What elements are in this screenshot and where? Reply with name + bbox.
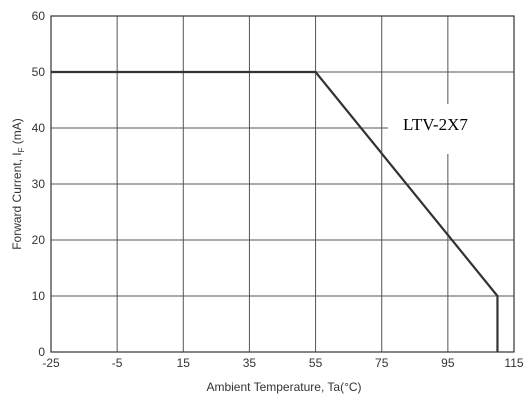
y-tick-label: 50 — [32, 65, 46, 79]
y-axis-label-subscript: F — [17, 147, 26, 152]
y-tick-label: 40 — [32, 121, 46, 135]
x-tick-label: 35 — [243, 356, 257, 370]
y-tick-label: 0 — [38, 345, 45, 359]
x-tick-label: -5 — [112, 356, 123, 370]
y-axis-label-main: Forward Current, I — [10, 152, 24, 249]
y-axis-label: Forward Current, IF (mA) — [10, 118, 26, 250]
x-tick-label: 55 — [309, 356, 323, 370]
x-tick-label: -25 — [42, 356, 60, 370]
x-tick-label: 75 — [375, 356, 389, 370]
annotation-label: LTV-2X7 — [403, 115, 468, 134]
y-tick-labels: 0 10 20 30 40 50 60 — [32, 9, 46, 359]
y-tick-label: 10 — [32, 289, 46, 303]
y-tick-label: 20 — [32, 233, 46, 247]
plot-frame — [50, 15, 515, 353]
series-line — [51, 70, 499, 352]
y-tick-label: 60 — [32, 9, 46, 23]
y-axis-label-unit: (mA) — [10, 118, 24, 147]
x-tick-label: 95 — [441, 356, 455, 370]
x-tick-label: 115 — [504, 356, 523, 370]
x-tick-labels: -25 -5 15 35 55 75 95 115 — [42, 356, 524, 370]
annotation-box — [388, 104, 520, 154]
series-layer — [51, 70, 499, 352]
x-tick-label: 15 — [177, 356, 191, 370]
y-tick-label: 30 — [32, 177, 46, 191]
x-axis-label: Ambient Temperature, Ta(°C) — [206, 380, 361, 394]
grid-lines — [50, 15, 515, 353]
